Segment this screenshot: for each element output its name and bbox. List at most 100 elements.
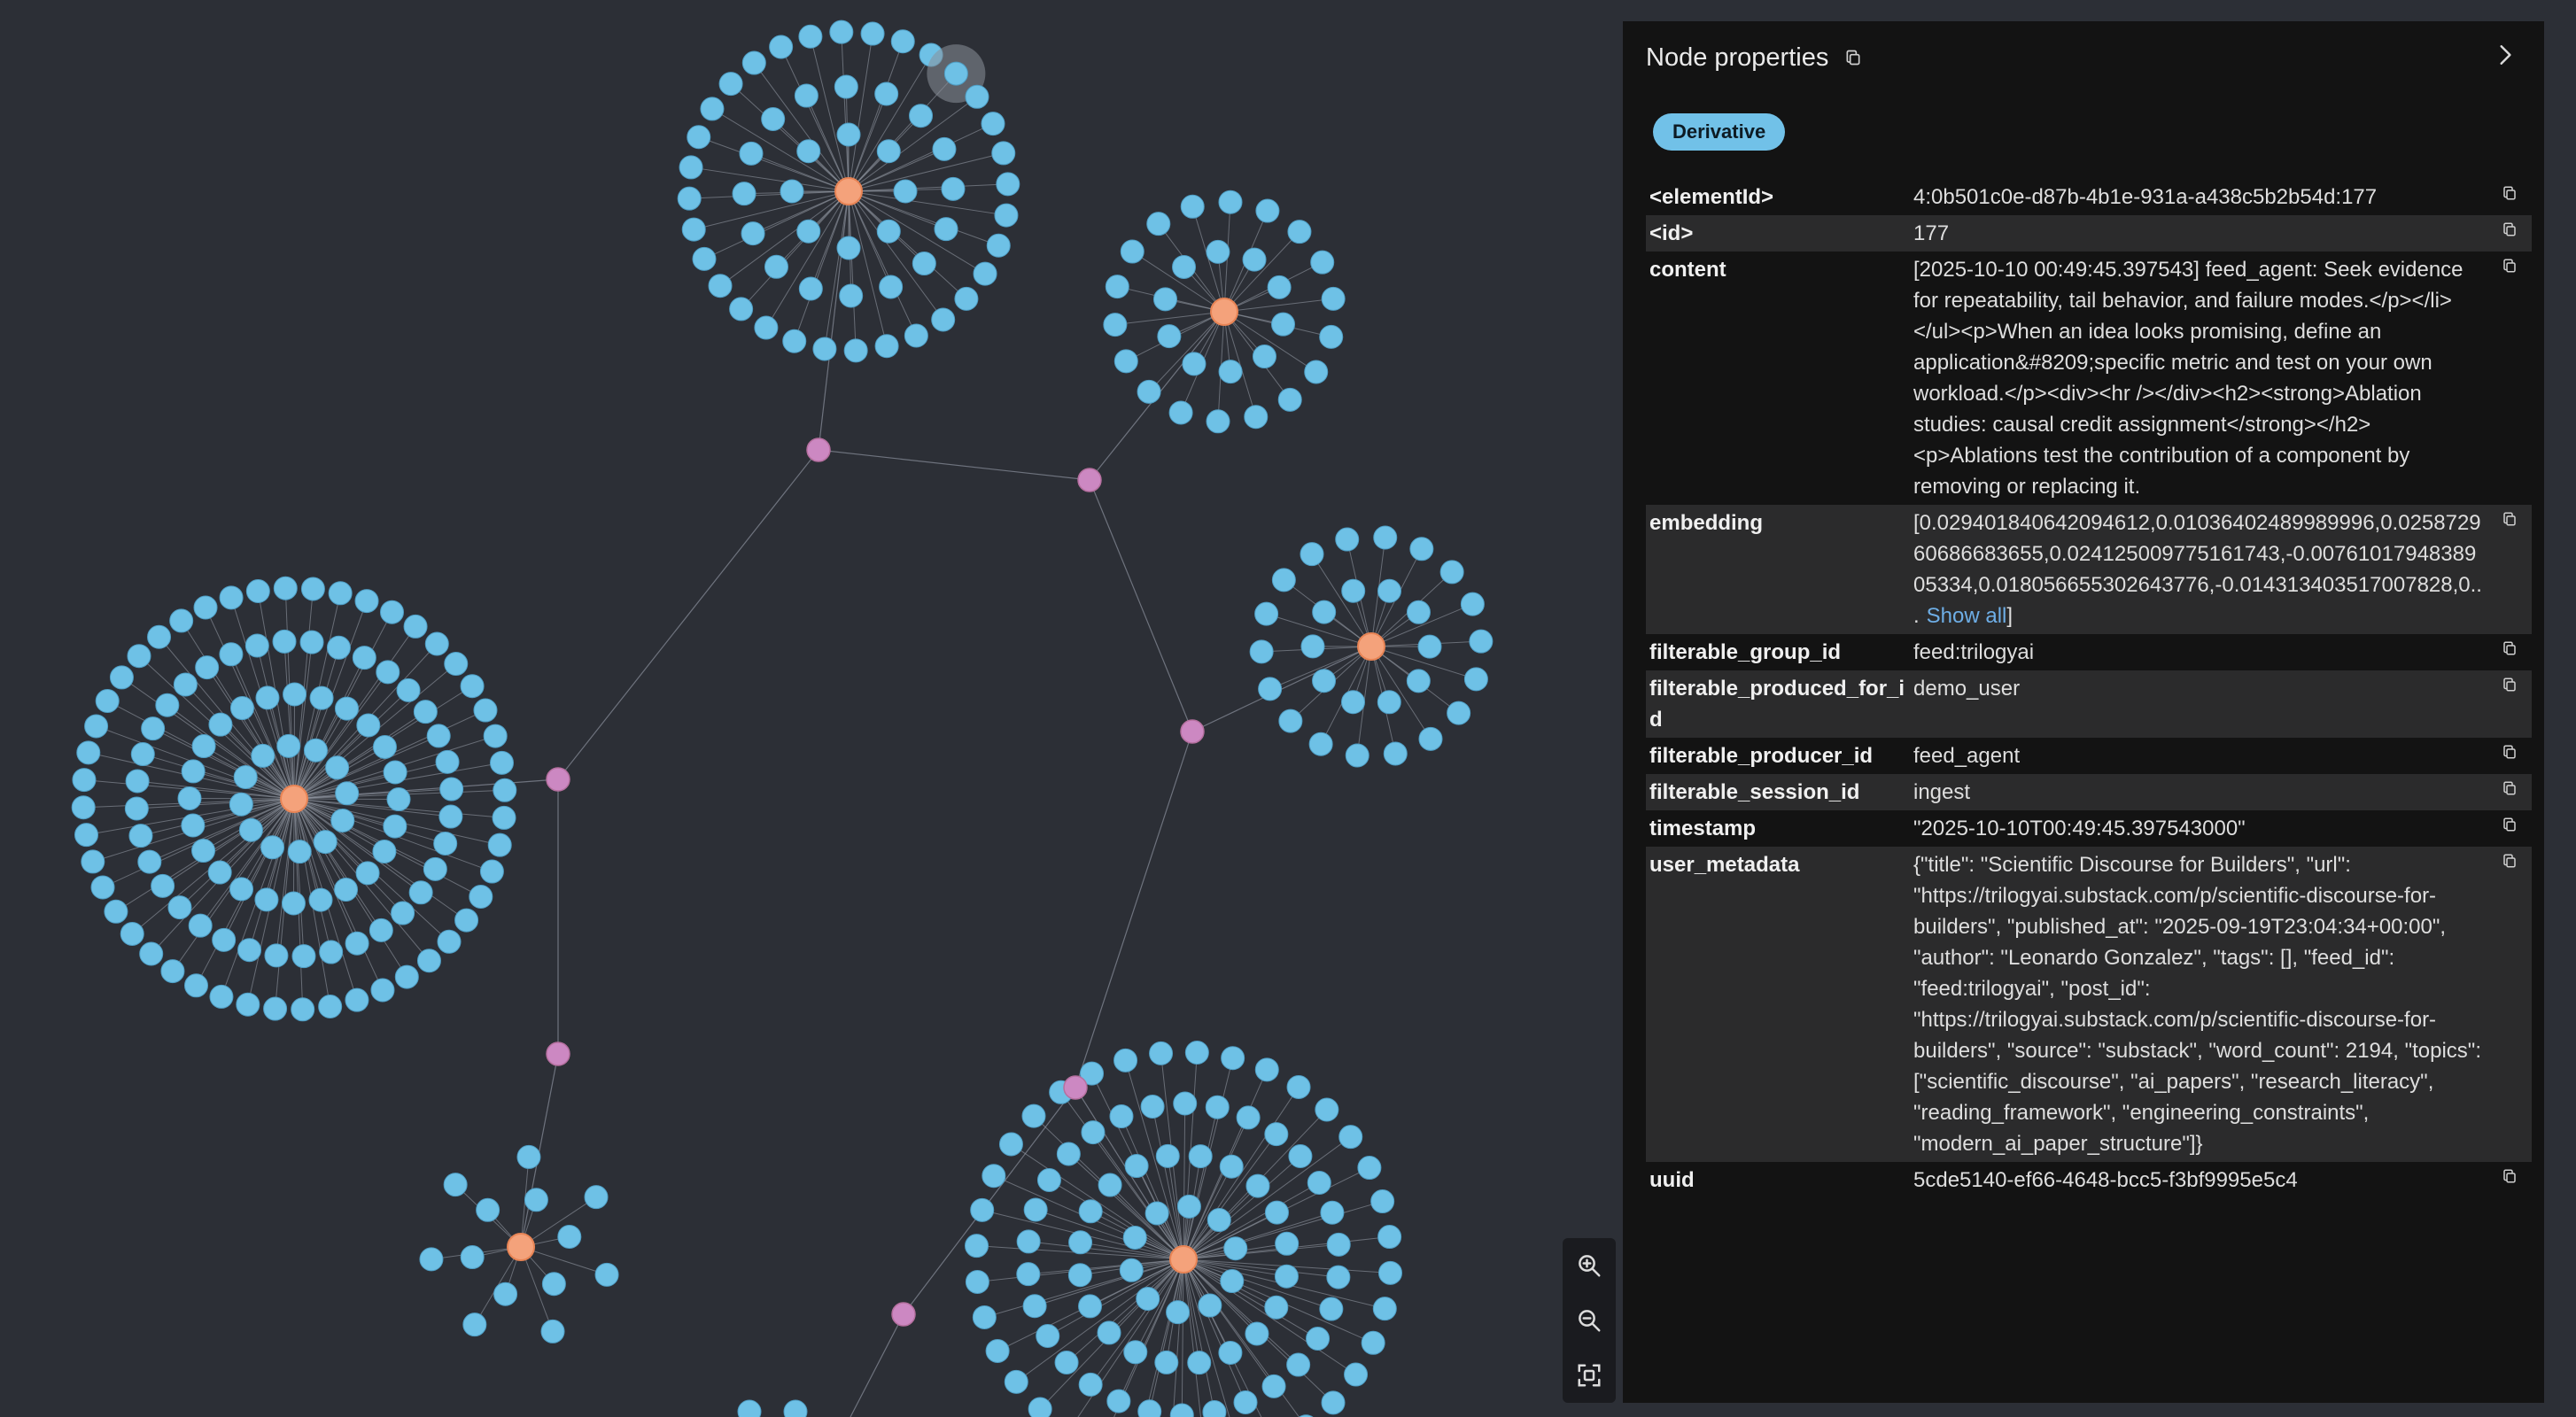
leaf-node[interactable] bbox=[796, 219, 821, 244]
leaf-node[interactable] bbox=[1417, 634, 1442, 659]
leaf-node[interactable] bbox=[124, 796, 149, 821]
leaf-node[interactable] bbox=[433, 831, 458, 856]
leaf-node[interactable] bbox=[1274, 1264, 1299, 1289]
leaf-node[interactable] bbox=[1124, 1154, 1149, 1179]
leaf-node[interactable] bbox=[460, 1245, 485, 1270]
leaf-node[interactable] bbox=[1261, 1374, 1286, 1398]
leaf-node[interactable] bbox=[493, 778, 517, 802]
leaf-node[interactable] bbox=[354, 589, 379, 614]
leaf-node[interactable] bbox=[1054, 1350, 1079, 1374]
leaf-node[interactable] bbox=[557, 1224, 582, 1249]
leaf-node[interactable] bbox=[490, 750, 515, 775]
node-label-chip[interactable]: Derivative bbox=[1653, 113, 1786, 151]
leaf-node[interactable] bbox=[1319, 324, 1344, 349]
leaf-node[interactable] bbox=[1218, 190, 1243, 214]
leaf-node[interactable] bbox=[345, 931, 369, 956]
leaf-node[interactable] bbox=[444, 652, 469, 677]
leaf-node[interactable] bbox=[1136, 1286, 1160, 1311]
leaf-node[interactable] bbox=[1021, 1103, 1046, 1128]
leaf-node[interactable] bbox=[1288, 1144, 1313, 1169]
link-node[interactable] bbox=[1180, 719, 1205, 744]
leaf-node[interactable] bbox=[912, 252, 936, 276]
leaf-node[interactable] bbox=[594, 1262, 619, 1287]
leaf-node[interactable] bbox=[972, 1305, 997, 1329]
leaf-node[interactable] bbox=[419, 1247, 444, 1272]
leaf-node[interactable] bbox=[476, 1197, 500, 1222]
leaf-node[interactable] bbox=[1245, 1173, 1270, 1198]
leaf-node[interactable] bbox=[829, 19, 854, 44]
leaf-node[interactable] bbox=[708, 274, 733, 298]
leaf-node[interactable] bbox=[687, 125, 711, 150]
leaf-node[interactable] bbox=[1271, 312, 1296, 337]
leaf-node[interactable] bbox=[836, 236, 861, 260]
leaf-node[interactable] bbox=[1439, 560, 1464, 585]
leaf-node[interactable] bbox=[1278, 708, 1303, 733]
leaf-node[interactable] bbox=[1123, 1340, 1148, 1365]
leaf-node[interactable] bbox=[994, 203, 1019, 228]
leaf-node[interactable] bbox=[177, 786, 202, 810]
leaf-node[interactable] bbox=[1341, 578, 1366, 603]
leaf-node[interactable] bbox=[741, 50, 766, 75]
leaf-node[interactable] bbox=[383, 760, 407, 785]
leaf-node[interactable] bbox=[352, 646, 376, 670]
leaf-node[interactable] bbox=[1372, 1297, 1397, 1321]
leaf-node[interactable] bbox=[328, 581, 353, 606]
copy-value-button[interactable] bbox=[2487, 673, 2532, 735]
relationship-edge[interactable] bbox=[1089, 479, 1193, 732]
leaf-node[interactable] bbox=[71, 795, 96, 820]
leaf-node[interactable] bbox=[1105, 275, 1129, 299]
leaf-node[interactable] bbox=[796, 139, 821, 164]
leaf-node[interactable] bbox=[454, 908, 479, 933]
leaf-node[interactable] bbox=[1344, 1362, 1369, 1387]
leaf-node[interactable] bbox=[408, 880, 433, 905]
leaf-node[interactable] bbox=[1080, 1061, 1105, 1086]
copy-value-button[interactable] bbox=[2487, 813, 2532, 844]
leaf-node[interactable] bbox=[236, 992, 260, 1017]
hub-node[interactable] bbox=[280, 785, 308, 813]
leaf-node[interactable] bbox=[764, 254, 788, 279]
leaf-node[interactable] bbox=[76, 740, 101, 765]
leaf-node[interactable] bbox=[1319, 1297, 1344, 1321]
leaf-node[interactable] bbox=[985, 1338, 1010, 1363]
leaf-node[interactable] bbox=[193, 595, 218, 620]
leaf-node[interactable] bbox=[1149, 1041, 1174, 1065]
leaf-node[interactable] bbox=[372, 839, 397, 863]
leaf-node[interactable] bbox=[1321, 1390, 1346, 1415]
copy-value-button[interactable] bbox=[2487, 777, 2532, 808]
leaf-node[interactable] bbox=[1294, 1414, 1317, 1417]
leaf-node[interactable] bbox=[287, 840, 312, 864]
leaf-node[interactable] bbox=[188, 913, 213, 938]
leaf-node[interactable] bbox=[1267, 275, 1292, 299]
relationship-edge[interactable] bbox=[557, 449, 819, 780]
leaf-node[interactable] bbox=[487, 832, 512, 857]
leaf-node[interactable] bbox=[383, 814, 407, 839]
leaf-node[interactable] bbox=[677, 186, 702, 211]
leaf-node[interactable] bbox=[479, 859, 504, 884]
copy-value-button[interactable] bbox=[2487, 637, 2532, 668]
leaf-node[interactable] bbox=[836, 122, 861, 147]
leaf-node[interactable] bbox=[438, 804, 463, 829]
leaf-node[interactable] bbox=[244, 633, 269, 658]
leaf-node[interactable] bbox=[1406, 600, 1431, 624]
link-node[interactable] bbox=[546, 1041, 570, 1066]
leaf-node[interactable] bbox=[309, 685, 334, 710]
hub-node[interactable] bbox=[1169, 1245, 1198, 1274]
leaf-node[interactable] bbox=[1078, 1372, 1103, 1397]
leaf-node[interactable] bbox=[318, 995, 343, 1019]
leaf-node[interactable] bbox=[435, 749, 460, 774]
hub-node[interactable] bbox=[834, 177, 863, 205]
leaf-node[interactable] bbox=[1169, 1403, 1194, 1417]
leaf-node[interactable] bbox=[1252, 345, 1276, 369]
leaf-node[interactable] bbox=[291, 997, 315, 1022]
leaf-node[interactable] bbox=[1078, 1294, 1103, 1319]
copy-value-button[interactable] bbox=[2487, 182, 2532, 213]
leaf-node[interactable] bbox=[876, 139, 901, 164]
leaf-node[interactable] bbox=[1109, 1104, 1134, 1129]
leaf-node[interactable] bbox=[372, 734, 397, 759]
leaf-node[interactable] bbox=[909, 104, 934, 128]
leaf-node[interactable] bbox=[1173, 1091, 1198, 1116]
leaf-node[interactable] bbox=[1345, 743, 1369, 768]
leaf-node[interactable] bbox=[1180, 194, 1205, 219]
leaf-node[interactable] bbox=[483, 724, 508, 748]
leaf-node[interactable] bbox=[1176, 1194, 1201, 1219]
